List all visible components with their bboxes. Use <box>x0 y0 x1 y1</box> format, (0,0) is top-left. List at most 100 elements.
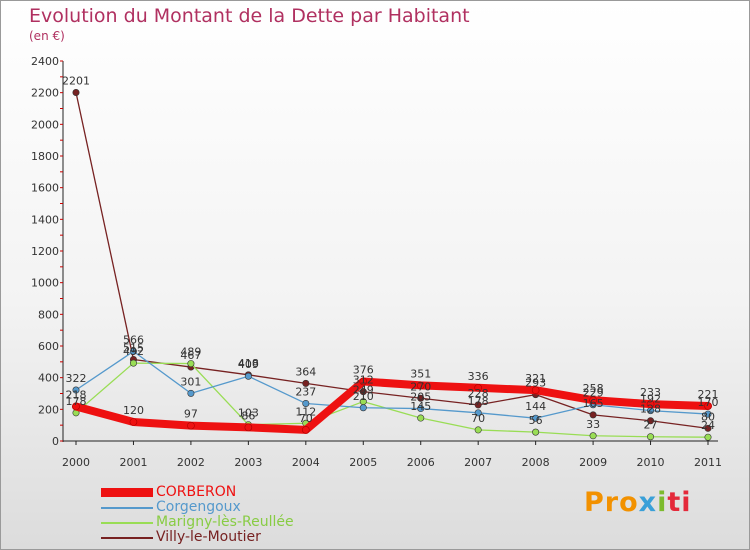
data-label-marigny-les-reullee: 56 <box>529 414 543 427</box>
data-point-corberon <box>704 402 712 410</box>
y-tick-label: 200 <box>38 403 59 416</box>
data-point-corgengoux <box>532 414 540 422</box>
legend-item-marigny: Marigny-lès-Reullée <box>101 515 294 530</box>
data-point-villy-le-moutier <box>647 417 655 425</box>
data-label-villy-le-moutier: 2201 <box>62 75 90 88</box>
x-tick-label: 2004 <box>292 456 320 469</box>
data-label-marigny-les-reullee: 112 <box>295 405 316 418</box>
data-point-marigny-les-reullee <box>417 414 425 422</box>
data-label-marigny-les-reullee: 178 <box>66 395 87 408</box>
data-point-corgengoux <box>417 405 425 413</box>
data-label-corgengoux: 301 <box>180 375 201 388</box>
legend-item-corberon: CORBERON <box>101 485 294 500</box>
data-label-corgengoux: 192 <box>640 393 661 406</box>
data-point-corberon <box>129 418 138 426</box>
legend-swatch-corgengoux <box>101 506 153 509</box>
data-label-corgengoux: 322 <box>66 372 87 385</box>
data-label-corberon: 376 <box>353 363 374 376</box>
y-tick-label: 1400 <box>31 213 59 226</box>
y-tick-label: 1800 <box>31 150 59 163</box>
data-label-corgengoux: 170 <box>698 396 719 409</box>
legend-label-corgengoux: Corgengoux <box>156 499 241 515</box>
data-point-corgengoux <box>302 399 310 407</box>
data-label-marigny-les-reullee: 145 <box>410 400 431 413</box>
data-label-corberon: 221 <box>698 388 719 401</box>
data-label-corgengoux: 205 <box>410 391 431 404</box>
data-label-corgengoux: 566 <box>123 333 144 346</box>
chart-legend: CORBERON Corgengoux Marigny-lès-Reullée … <box>101 485 294 545</box>
legend-swatch-marigny <box>101 521 153 524</box>
data-label-corberon: 97 <box>184 408 198 421</box>
y-tick-label: 1000 <box>31 277 59 290</box>
data-label-marigny-les-reullee: 492 <box>123 345 144 358</box>
data-point-villy-le-moutier <box>302 379 310 387</box>
data-label-villy-le-moutier: 80 <box>701 410 715 423</box>
x-tick-label: 2002 <box>177 456 205 469</box>
data-label-corgengoux: 144 <box>525 400 546 413</box>
data-point-villy-le-moutier <box>417 394 425 402</box>
data-label-villy-le-moutier: 418 <box>238 357 259 370</box>
data-label-villy-le-moutier: 312 <box>353 374 374 387</box>
data-label-marigny-les-reullee: 103 <box>238 407 259 420</box>
x-tick-label: 2007 <box>464 456 492 469</box>
data-label-corgengoux: 210 <box>353 390 374 403</box>
data-label-corberon: 351 <box>410 367 431 380</box>
chart-title: Evolution du Montant de la Dette par Hab… <box>29 5 470 27</box>
data-label-corberon: 258 <box>583 382 604 395</box>
legend-item-corgengoux: Corgengoux <box>101 500 294 515</box>
data-point-villy-le-moutier <box>589 411 597 419</box>
data-label-marigny-les-reullee: 70 <box>471 412 485 425</box>
y-tick-label: 400 <box>38 372 59 385</box>
data-point-corgengoux <box>72 386 80 394</box>
data-point-corgengoux <box>704 410 712 418</box>
legend-label-villy: Villy-le-Moutier <box>156 529 261 545</box>
data-label-marigny-les-reullee: 489 <box>180 346 201 359</box>
data-point-corberon <box>302 426 310 434</box>
data-label-villy-le-moutier: 165 <box>583 397 604 410</box>
legend-item-villy: Villy-le-Moutier <box>101 530 294 545</box>
data-label-corgengoux: 409 <box>238 358 259 371</box>
data-point-villy-le-moutier <box>72 89 80 97</box>
legend-swatch-corberon <box>101 488 153 497</box>
x-tick-label: 2005 <box>349 456 377 469</box>
y-tick-label: 2000 <box>31 118 59 131</box>
data-point-corberon <box>531 386 540 394</box>
data-point-marigny-les-reullee <box>589 432 597 440</box>
legend-label-marigny: Marigny-lès-Reullée <box>156 514 294 530</box>
data-label-marigny-les-reullee: 33 <box>586 418 600 431</box>
legend-label-corberon: CORBERON <box>156 484 237 500</box>
data-label-corgengoux: 229 <box>583 387 604 400</box>
x-tick-label: 2009 <box>579 456 607 469</box>
legend-swatch-villy <box>101 536 153 539</box>
data-point-corberon <box>589 396 597 404</box>
y-tick-label: 2400 <box>31 55 59 68</box>
data-point-marigny-les-reullee <box>647 433 655 441</box>
data-label-villy-le-moutier: 364 <box>295 365 316 378</box>
data-label-corberon: 233 <box>640 386 661 399</box>
data-label-corberon: 218 <box>66 388 87 401</box>
data-label-corgengoux: 178 <box>468 395 489 408</box>
data-label-marigny-les-reullee: 249 <box>353 384 374 397</box>
x-tick-label: 2001 <box>119 456 147 469</box>
data-label-villy-le-moutier: 293 <box>525 377 546 390</box>
data-label-corberon: 70 <box>299 412 313 425</box>
data-label-villy-le-moutier: 128 <box>640 403 661 416</box>
series-line-villy-le-moutier <box>75 91 709 429</box>
data-point-corberon <box>646 400 655 408</box>
data-point-corberon <box>187 421 195 430</box>
series-line-corberon <box>72 377 712 434</box>
data-point-marigny-les-reullee <box>187 360 195 368</box>
proxiti-logo: Proxiti <box>584 487 692 518</box>
series-line-marigny-les-reullee <box>75 362 709 438</box>
data-point-marigny-les-reullee <box>474 426 482 434</box>
data-point-corgengoux <box>359 404 367 412</box>
y-tick-label: 2200 <box>31 87 59 100</box>
series-line-corgengoux <box>75 350 709 419</box>
data-point-villy-le-moutier <box>359 388 367 396</box>
data-point-corberon <box>474 383 482 392</box>
y-tick-label: 1200 <box>31 245 59 258</box>
data-label-villy-le-moutier: 270 <box>410 380 431 393</box>
data-label-corberon: 336 <box>468 370 489 383</box>
